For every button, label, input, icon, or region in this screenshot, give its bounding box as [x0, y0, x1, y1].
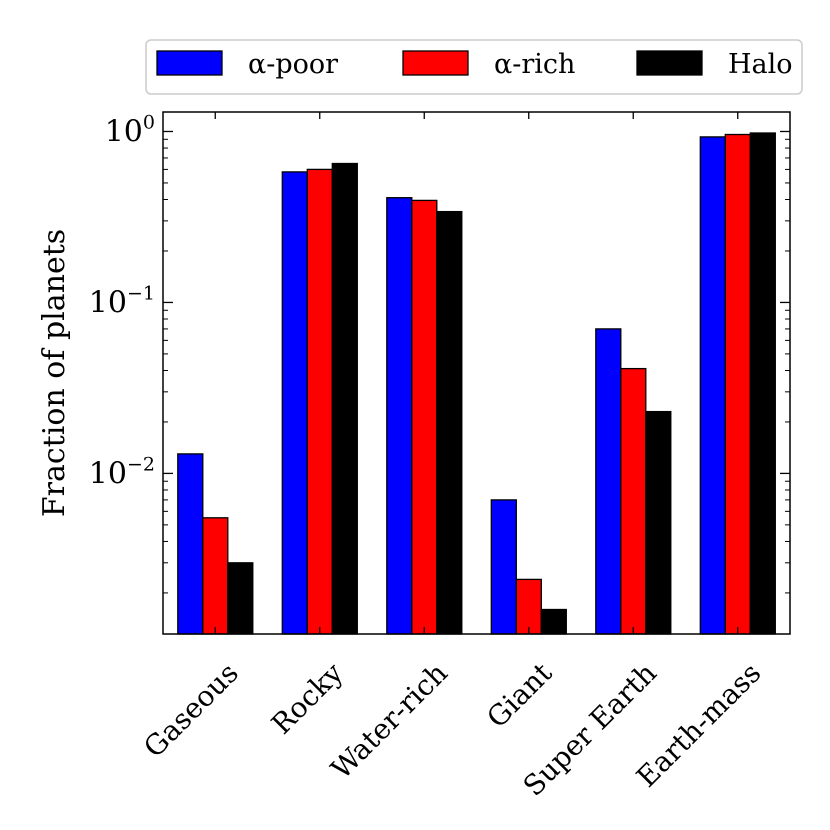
y-axis-label: Fraction of planets	[37, 229, 72, 517]
legend-swatch-3	[636, 50, 703, 76]
bar-super-earth-3	[645, 410, 672, 635]
bar-gaseous-2	[202, 517, 229, 635]
legend-frame	[145, 39, 803, 95]
bar-water-rich-2	[411, 199, 438, 635]
bar-giant-3	[540, 608, 567, 635]
legend-label-2: α-rich	[494, 49, 575, 80]
bar-giant-2	[515, 578, 542, 635]
y-tick-label: 100	[105, 111, 155, 149]
plot-frame	[162, 111, 791, 635]
legend-label-1: α-poor	[248, 49, 338, 80]
legend-swatch-1	[156, 50, 223, 76]
bar-water-rich-1	[386, 197, 413, 635]
legend-swatch-2	[402, 50, 469, 76]
bar-earth-mass-3	[749, 132, 776, 635]
bar-gaseous-1	[177, 453, 204, 635]
x-tick-label: Rocky	[265, 656, 350, 741]
bar-earth-mass-2	[724, 133, 751, 635]
legend-label-3: Halo	[728, 49, 793, 80]
y-tick-label: 10−1	[89, 282, 155, 320]
bar-giant-1	[490, 499, 517, 635]
x-tick-label: Giant	[480, 656, 559, 735]
bar-earth-mass-1	[699, 136, 726, 635]
bar-rocky-1	[281, 171, 308, 635]
bar-gaseous-3	[227, 562, 254, 635]
bar-water-rich-3	[436, 210, 463, 635]
bar-super-earth-2	[620, 367, 647, 635]
bar-rocky-3	[331, 162, 358, 635]
legend: α-poor α-rich Halo	[145, 39, 803, 95]
bar-super-earth-1	[595, 328, 622, 635]
y-tick-label: 10−2	[89, 453, 155, 491]
x-tick-label: Gaseous	[137, 656, 245, 764]
bars	[177, 132, 776, 635]
bar-rocky-2	[306, 168, 333, 635]
